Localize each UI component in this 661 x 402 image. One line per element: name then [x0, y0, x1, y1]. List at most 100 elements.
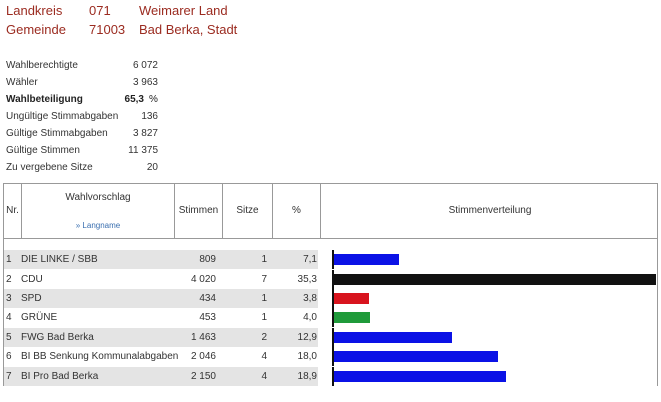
party-seats: 4: [261, 351, 267, 362]
header-percent-label: %: [292, 205, 301, 216]
party-votes: 2 150: [190, 371, 216, 382]
row-background: [4, 270, 318, 289]
party-percent: 7,1: [303, 254, 317, 265]
bar-axis: [332, 270, 334, 289]
vote-share-bar: [334, 254, 399, 265]
row-number: 1: [6, 254, 12, 265]
stat-valid-votes: Gültige Stimmen 11 375: [6, 142, 158, 159]
stat-label: Zu vergebene Sitze: [6, 162, 93, 173]
stat-eligible-voters: Wahlberechtigte 6 072: [6, 57, 158, 74]
stat-value: 3 963: [132, 77, 158, 88]
vote-share-bar: [334, 371, 506, 382]
party-votes: 2 046: [190, 351, 216, 362]
row-background: [4, 289, 318, 308]
table-row: 5 FWG Bad Berka 1 463 2 12,9: [4, 328, 659, 347]
table-row: 4 GRÜNE 453 1 4,0: [4, 308, 659, 327]
table-row: 2 CDU 4 020 7 35,3: [4, 270, 659, 289]
table-row: 7 BI Pro Bad Berka 2 150 4 18,9: [4, 367, 659, 386]
municipality-name: Bad Berka, Stadt: [139, 22, 238, 37]
stat-value: 65,3: [124, 94, 144, 105]
municipality-label: Gemeinde: [6, 22, 66, 37]
party-name: BI Pro Bad Berka: [21, 371, 99, 382]
stat-value: 20: [146, 162, 158, 173]
stat-value: 11 375: [128, 145, 158, 156]
table-row: 3 SPD 434 1 3,8: [4, 289, 659, 308]
party-votes: 809: [199, 254, 216, 265]
header-nr: Nr.: [4, 184, 22, 239]
vote-share-bar: [334, 351, 498, 362]
stat-valid-ballots: Gültige Stimmabgaben 3 827: [6, 125, 158, 142]
party-votes: 4 020: [190, 274, 216, 285]
table-row: 1 DIE LINKE / SBB 809 1 7,1: [4, 250, 659, 269]
stat-label: Gültige Stimmabgaben: [6, 128, 108, 139]
vote-share-bar: [334, 332, 452, 343]
party-name: SPD: [21, 293, 42, 304]
stat-voters: Wähler 3 963: [6, 74, 158, 91]
bar-axis: [332, 328, 334, 347]
vote-share-bar: [334, 274, 656, 285]
party-percent: 18,0: [297, 351, 317, 362]
results-table: Nr. Wahlvorschlag » Langname Stimmen Sit…: [3, 183, 658, 386]
party-name: CDU: [21, 274, 43, 285]
header-votes: Stimmen: [175, 184, 223, 239]
header-percent: %: [273, 184, 321, 239]
stat-label: Gültige Stimmen: [6, 145, 80, 156]
party-seats: 4: [261, 371, 267, 382]
header-distribution: Stimmenverteilung: [321, 184, 659, 239]
bar-axis: [332, 250, 334, 269]
row-number: 7: [6, 371, 12, 382]
party-percent: 18,9: [297, 371, 317, 382]
header-seats-label: Sitze: [236, 205, 259, 216]
row-number: 5: [6, 332, 12, 343]
stat-label: Wähler: [6, 77, 38, 88]
party-name: GRÜNE: [21, 312, 58, 323]
party-percent: 4,0: [303, 312, 317, 323]
stat-value: 6 072: [132, 60, 158, 71]
bar-axis: [332, 367, 334, 386]
election-stats: Wahlberechtigte 6 072 Wähler 3 963 Wahlb…: [6, 57, 158, 176]
stat-label: Wahlbeteiligung: [6, 94, 83, 105]
vote-share-bar: [334, 293, 369, 304]
stat-label: Wahlberechtigte: [6, 60, 78, 71]
district-label: Landkreis: [6, 3, 63, 18]
stat-seats-to-allocate: Zu vergebene Sitze 20: [6, 159, 158, 176]
table-header: Nr. Wahlvorschlag » Langname Stimmen Sit…: [4, 184, 657, 239]
party-percent: 12,9: [297, 332, 317, 343]
row-background: [4, 250, 318, 269]
party-seats: 1: [261, 293, 267, 304]
row-number: 6: [6, 351, 12, 362]
stat-unit: %: [149, 94, 158, 105]
party-seats: 7: [261, 274, 267, 285]
header-votes-label: Stimmen: [178, 205, 219, 216]
header-name-label: Wahlvorschlag: [65, 192, 131, 203]
row-background: [4, 367, 318, 386]
stat-label: Ungültige Stimmabgaben: [6, 111, 119, 122]
party-name: FWG Bad Berka: [21, 332, 94, 343]
stat-value: 136: [141, 111, 158, 122]
header-distribution-label: Stimmenverteilung: [448, 205, 532, 216]
party-seats: 2: [261, 332, 267, 343]
party-seats: 1: [261, 254, 267, 265]
party-name: DIE LINKE / SBB: [21, 254, 98, 265]
row-number: 3: [6, 293, 12, 304]
district-code: 071: [89, 3, 111, 18]
party-votes: 453: [199, 312, 216, 323]
longname-link[interactable]: » Langname: [75, 221, 121, 230]
row-number: 2: [6, 274, 12, 285]
vote-share-bar: [334, 312, 370, 323]
party-votes: 434: [199, 293, 216, 304]
party-votes: 1 463: [190, 332, 216, 343]
header-nr-label: Nr.: [6, 205, 19, 216]
party-percent: 35,3: [297, 274, 317, 285]
header-name: Wahlvorschlag » Langname: [22, 184, 175, 239]
district-name: Weimarer Land: [139, 3, 228, 18]
bar-axis: [332, 347, 334, 366]
row-background: [4, 328, 318, 347]
stat-value: 3 827: [132, 128, 158, 139]
bar-axis: [332, 289, 334, 308]
stat-turnout: Wahlbeteiligung 65,3 %: [6, 91, 158, 108]
party-percent: 3,8: [303, 293, 317, 304]
stat-invalid-ballots: Ungültige Stimmabgaben 136: [6, 108, 158, 125]
bar-axis: [332, 308, 334, 327]
header-seats: Sitze: [223, 184, 273, 239]
